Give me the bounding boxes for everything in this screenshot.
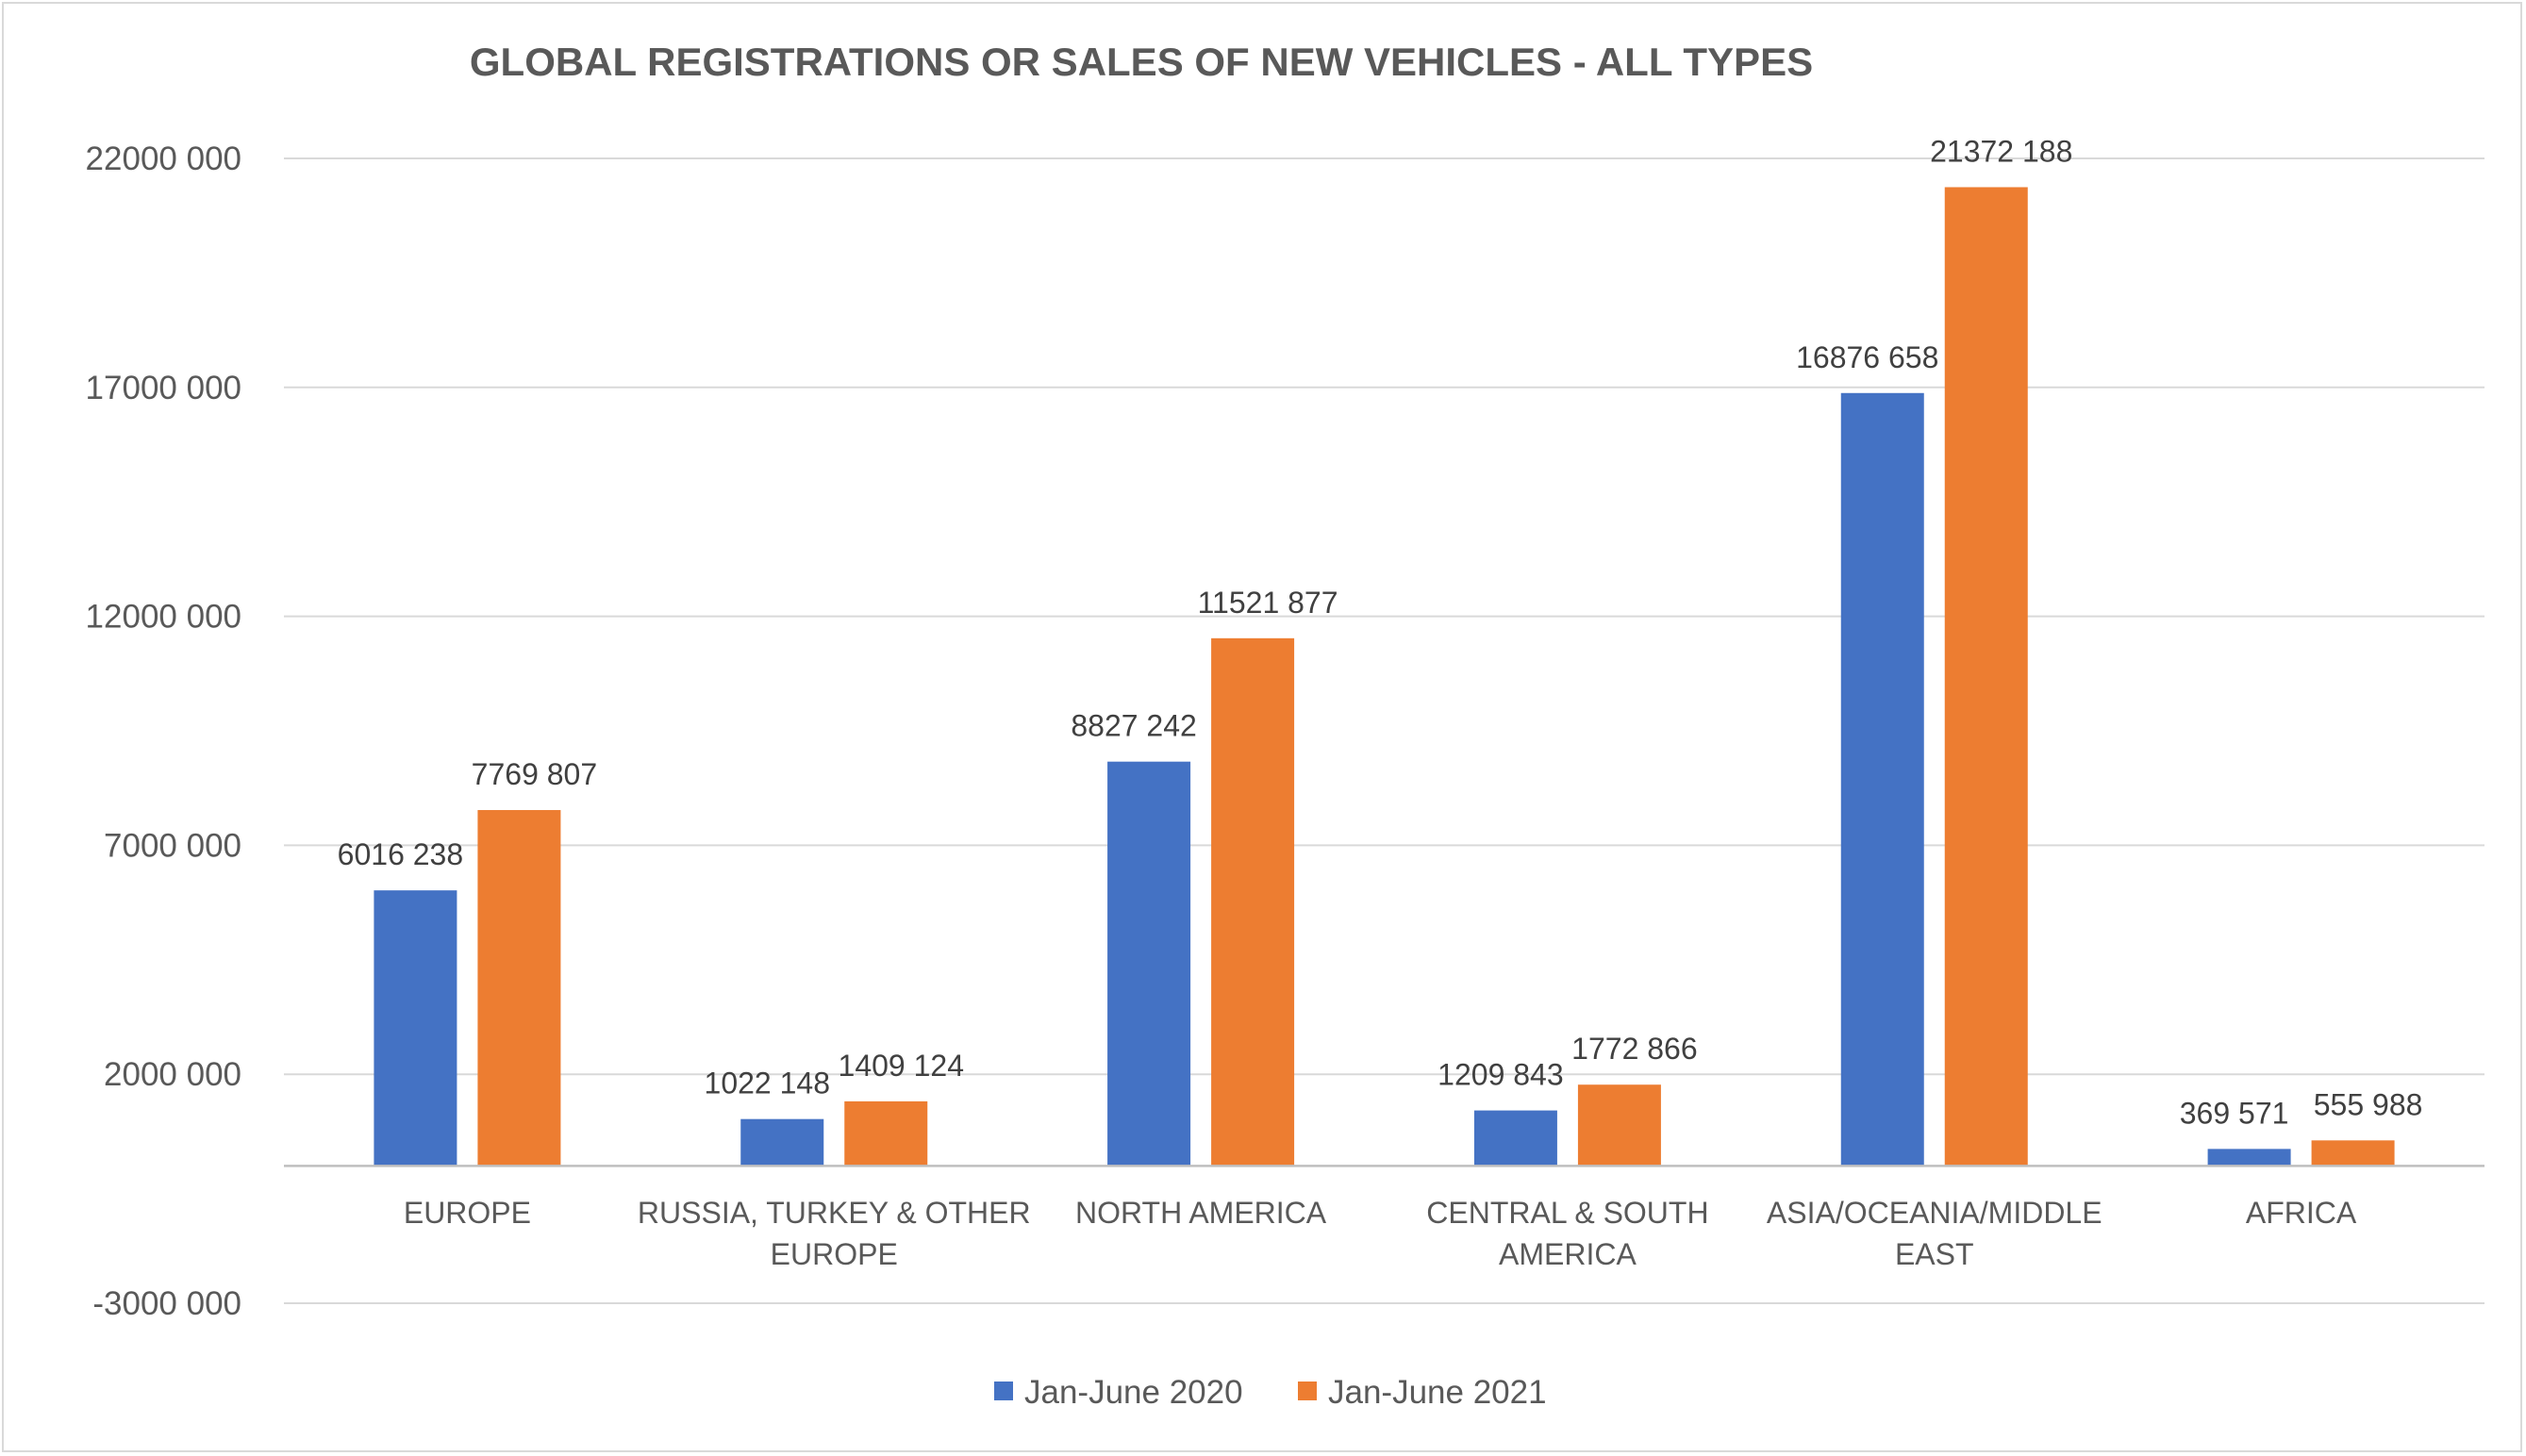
category-label: EAST <box>1895 1237 1974 1271</box>
y-tick-label: -3000 000 <box>92 1285 241 1322</box>
category-label: EUROPE <box>771 1237 898 1271</box>
category-label: AMERICA <box>1499 1237 1637 1271</box>
y-tick-label: 2000 000 <box>104 1056 241 1093</box>
data-label: 21372 188 <box>1930 134 2072 168</box>
legend: Jan-June 2020 Jan-June 2021 <box>994 1374 1547 1411</box>
y-tick-label: 7000 000 <box>104 827 241 864</box>
data-label: 369 571 <box>2180 1096 2289 1130</box>
bar-2021 <box>1211 637 1295 1166</box>
legend-swatch-2020 <box>994 1382 1013 1400</box>
gridlines <box>284 157 2484 1304</box>
category-label: AFRICA <box>2246 1196 2357 1230</box>
legend-label: Jan-June 2021 <box>1328 1374 1547 1411</box>
category-label: RUSSIA, TURKEY & OTHER <box>638 1196 1031 1230</box>
bar-2020 <box>1473 1110 1557 1166</box>
bar-2020 <box>2207 1149 2291 1166</box>
category-label: NORTH AMERICA <box>1075 1196 1327 1230</box>
bar-2021 <box>1577 1084 1661 1166</box>
chart-title: GLOBAL REGISTRATIONS OR SALES OF NEW VEH… <box>470 40 1813 84</box>
data-label: 1409 124 <box>839 1049 964 1083</box>
category-label: ASIA/OCEANIA/MIDDLE <box>1767 1196 2102 1230</box>
y-tick-label: 12000 000 <box>86 599 241 636</box>
legend-swatch-2021 <box>1298 1382 1317 1400</box>
y-tick-label: 17000 000 <box>86 370 241 406</box>
y-axis-ticks: 22000 000 17000 000 12000 000 7000 000 2000 … <box>86 141 241 1322</box>
bar-2020 <box>374 890 457 1166</box>
bar-2020 <box>740 1118 824 1166</box>
data-label: 555 988 <box>2314 1087 2423 1121</box>
data-label: 6016 238 <box>338 837 463 871</box>
bars <box>374 187 2395 1166</box>
data-label: 8827 242 <box>1071 709 1196 743</box>
category-labels: EUROPE RUSSIA, TURKEY & OTHER EUROPE NORTH … <box>404 1196 2357 1271</box>
data-label: 11521 877 <box>1198 586 1338 620</box>
bar-chart: GLOBAL REGISTRATIONS OR SALES OF NEW VEH… <box>86 40 2484 1411</box>
category-label: EUROPE <box>404 1196 531 1230</box>
bar-2020 <box>1840 392 1924 1166</box>
legend-label: Jan-June 2020 <box>1024 1374 1243 1411</box>
bar-2021 <box>844 1100 928 1166</box>
data-label: 16876 658 <box>1796 340 1938 374</box>
bar-2021 <box>2311 1140 2395 1166</box>
category-label: CENTRAL & SOUTH <box>1426 1196 1708 1230</box>
data-label: 1209 843 <box>1437 1058 1563 1092</box>
data-labels: 6016 238 1022 148 8827 242 1209 843 16876 65… <box>338 134 2423 1130</box>
bar-2021 <box>477 810 561 1166</box>
data-label: 1022 148 <box>705 1067 830 1100</box>
bar-2021 <box>1944 187 2028 1166</box>
data-label: 7769 807 <box>472 757 597 791</box>
data-label: 1772 866 <box>1571 1032 1697 1066</box>
y-tick-label: 22000 000 <box>86 141 241 177</box>
bar-2020 <box>1107 761 1191 1166</box>
